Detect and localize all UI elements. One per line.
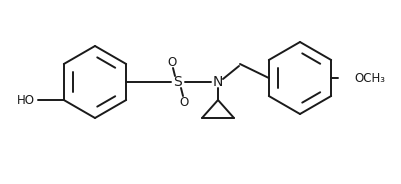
- Text: HO: HO: [17, 93, 35, 107]
- Text: O: O: [179, 95, 188, 109]
- Text: OCH₃: OCH₃: [353, 72, 384, 84]
- Text: O: O: [167, 56, 176, 68]
- Text: N: N: [212, 75, 223, 89]
- Text: S: S: [173, 75, 182, 89]
